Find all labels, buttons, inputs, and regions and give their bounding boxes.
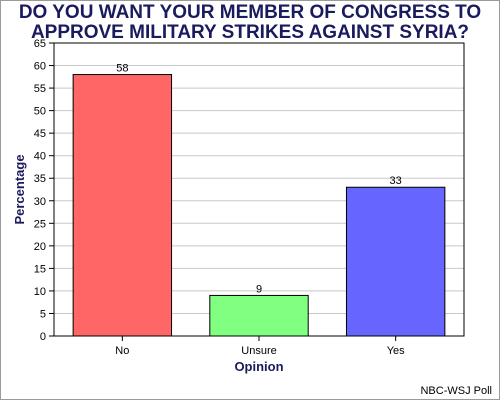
x-axis-ticks: No Unsure Yes [115,336,405,357]
bar-unsure [209,294,309,337]
bars [72,74,446,337]
y-tick-label: 25 [34,218,46,230]
y-axis-label: Percentage [12,154,27,224]
chart-title-line-1: DO YOU WANT YOUR MEMBER OF CONGRESS TO [18,2,482,23]
y-tick-label: 30 [34,196,46,208]
y-tick-label: 35 [34,173,46,185]
x-tick-label-no: No [115,345,129,357]
y-tick-label: 20 [34,241,46,253]
y-axis-ticks: 0 5 10 15 20 25 30 35 40 45 50 55 60 65 [34,38,54,343]
bar-yes [345,186,446,337]
y-tick-label: 50 [34,106,46,118]
x-axis-label: Opinion [234,359,283,374]
y-tick-label: 40 [34,151,46,163]
data-labels: 58 9 33 [116,63,402,296]
y-tick-label: 15 [34,263,46,275]
y-tick-label: 45 [34,128,46,140]
y-tick-label: 65 [34,38,46,50]
x-tick-label-unsure: Unsure [241,345,276,357]
y-tick-label: 60 [34,61,46,73]
y-tick-label: 55 [34,83,46,95]
y-tick-label: 5 [40,308,46,320]
chart-title-line-2: APPROVE MILITARY STRIKES AGAINST SYRIA? [30,22,470,43]
x-tick-label-yes: Yes [387,345,405,357]
data-label-no: 58 [116,63,128,75]
y-tick-label: 0 [40,331,46,343]
data-label-unsure: 9 [256,283,262,295]
source-credit: NBC-WSJ Poll [420,385,492,397]
data-label-yes: 33 [390,175,402,187]
chart-title: DO YOU WANT YOUR MEMBER OF CONGRESS TO A… [0,3,500,43]
y-tick-label: 10 [34,286,46,298]
bar-no [72,74,173,337]
plot-area-border [53,42,465,337]
